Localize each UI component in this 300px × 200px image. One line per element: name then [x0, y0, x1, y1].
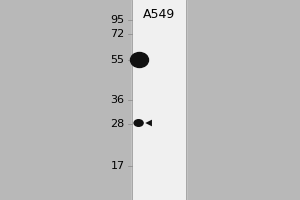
Text: 28: 28 [110, 119, 124, 129]
Text: 95: 95 [110, 15, 124, 25]
Text: A549: A549 [143, 8, 175, 21]
Bar [132, 0, 186, 200]
Text: 55: 55 [110, 55, 124, 65]
Ellipse shape [134, 120, 143, 126]
Text: 17: 17 [110, 161, 124, 171]
Text: 36: 36 [110, 95, 124, 105]
Text: 72: 72 [110, 29, 124, 39]
Ellipse shape [130, 52, 148, 68]
